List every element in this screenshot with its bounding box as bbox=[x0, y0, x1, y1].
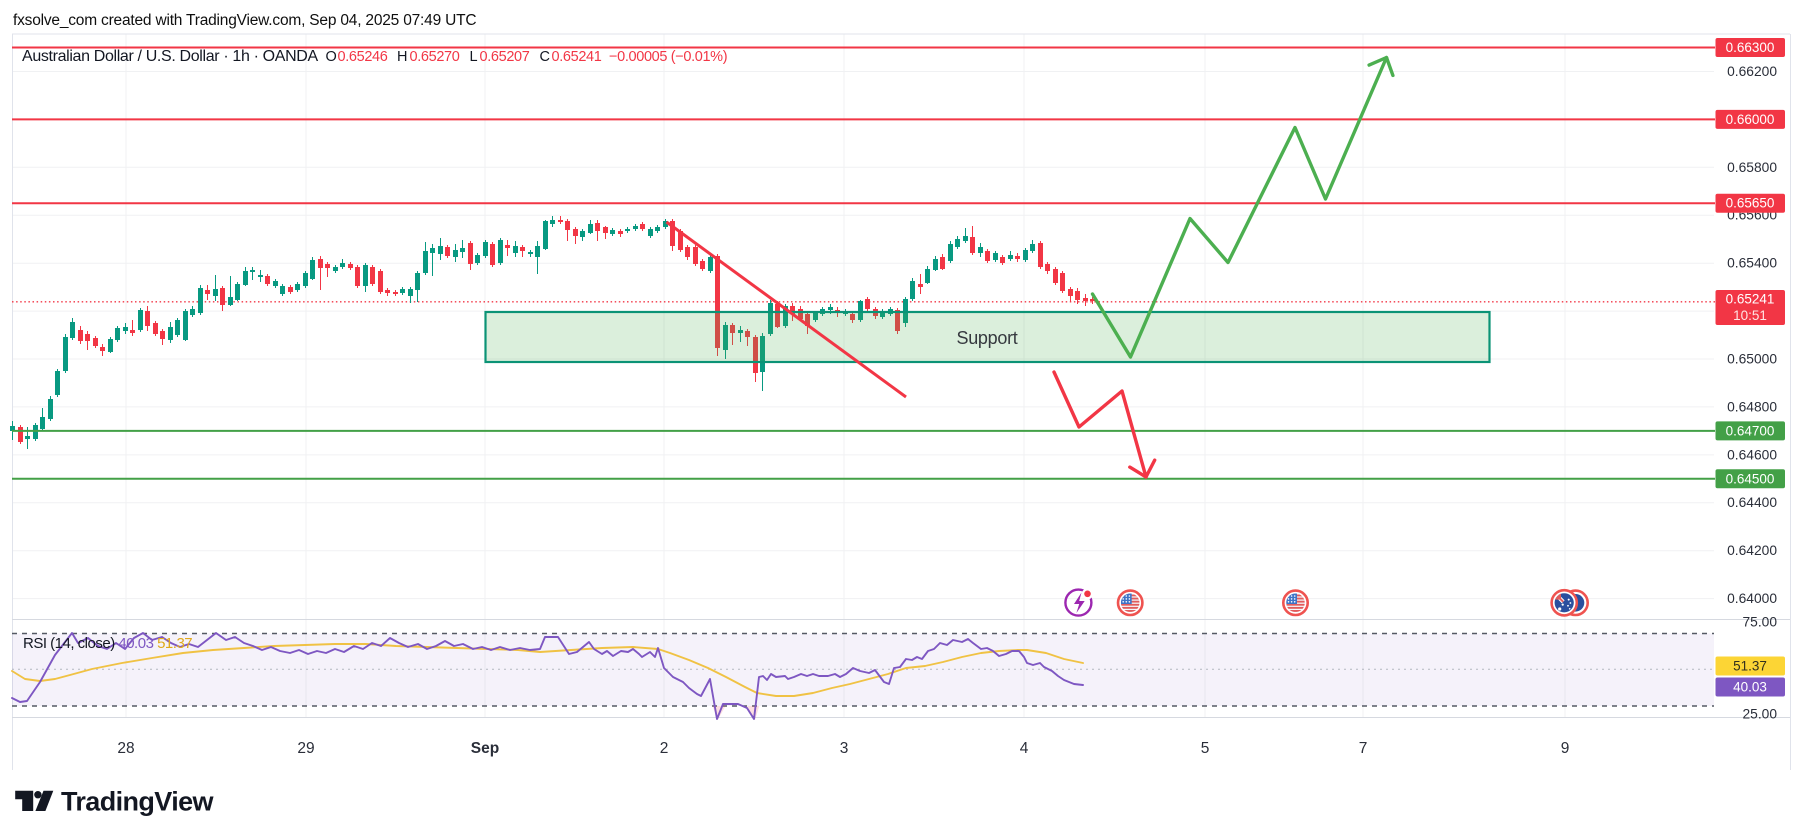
svg-text:Australian Dollar / U.S. Dolla: Australian Dollar / U.S. Dollar · 1h · O… bbox=[22, 48, 727, 65]
svg-text:0.65241: 0.65241 bbox=[1726, 292, 1775, 307]
svg-text:Support: Support bbox=[957, 328, 1018, 348]
svg-text:Sep: Sep bbox=[471, 740, 499, 757]
svg-text:5: 5 bbox=[1201, 740, 1210, 757]
svg-text:0.65400: 0.65400 bbox=[1727, 256, 1777, 271]
svg-text:3: 3 bbox=[840, 740, 849, 757]
svg-text:0.64700: 0.64700 bbox=[1726, 423, 1775, 438]
svg-text:10:51: 10:51 bbox=[1733, 308, 1767, 323]
svg-text:0.64600: 0.64600 bbox=[1727, 447, 1777, 462]
svg-text:25.00: 25.00 bbox=[1742, 707, 1777, 722]
svg-text:RSI (14, close) 40.03 51.37: RSI (14, close) 40.03 51.37 bbox=[23, 635, 192, 652]
svg-text:0.66200: 0.66200 bbox=[1727, 64, 1777, 79]
svg-text:0.65000: 0.65000 bbox=[1727, 352, 1777, 367]
svg-text:75.00: 75.00 bbox=[1742, 615, 1777, 630]
svg-text:2: 2 bbox=[660, 740, 669, 757]
svg-text:0.65800: 0.65800 bbox=[1727, 160, 1777, 175]
svg-text:TradingView: TradingView bbox=[61, 787, 215, 817]
svg-text:7: 7 bbox=[1359, 740, 1368, 757]
svg-text:0.64200: 0.64200 bbox=[1727, 543, 1777, 558]
svg-text:0.64800: 0.64800 bbox=[1727, 399, 1777, 414]
svg-text:0.64500: 0.64500 bbox=[1726, 471, 1775, 486]
svg-text:28: 28 bbox=[117, 740, 134, 757]
svg-text:0.65650: 0.65650 bbox=[1726, 196, 1775, 211]
svg-text:0.64400: 0.64400 bbox=[1727, 495, 1777, 510]
svg-text:0.66000: 0.66000 bbox=[1726, 112, 1775, 127]
svg-text:40.03: 40.03 bbox=[1733, 680, 1767, 695]
svg-text:0.64000: 0.64000 bbox=[1727, 591, 1777, 606]
svg-text:4: 4 bbox=[1020, 740, 1029, 757]
svg-text:9: 9 bbox=[1561, 740, 1570, 757]
svg-text:29: 29 bbox=[297, 740, 314, 757]
svg-text:fxsolve_com created with Tradi: fxsolve_com created with TradingView.com… bbox=[13, 12, 476, 29]
svg-text:51.37: 51.37 bbox=[1733, 659, 1767, 674]
svg-text:0.66300: 0.66300 bbox=[1726, 40, 1775, 55]
